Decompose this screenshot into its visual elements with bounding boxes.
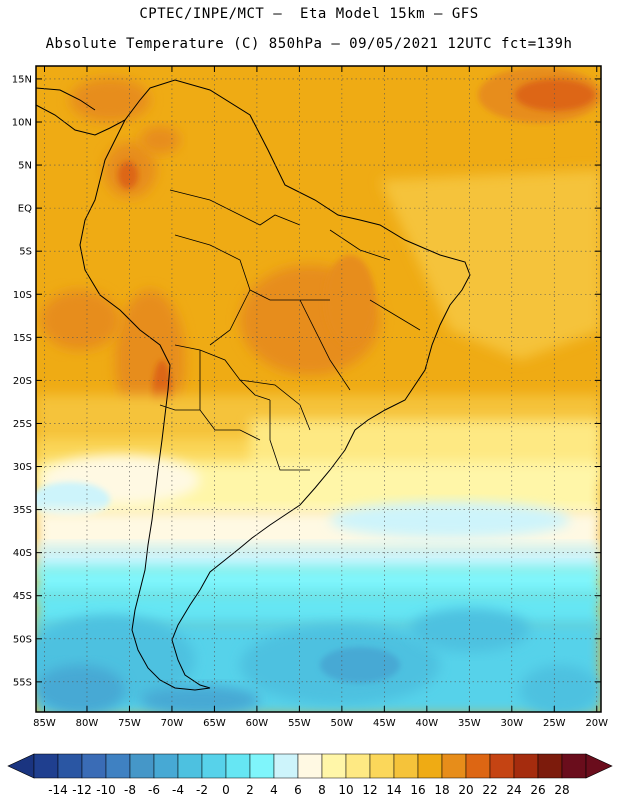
colorbar-swatch — [489, 753, 515, 779]
colorbar-swatch — [81, 753, 107, 779]
lat-label: 5S — [19, 247, 32, 258]
lat-label: 15N — [12, 74, 32, 85]
chart-subtitle: Absolute Temperature (C) 850hPa – 09/05/… — [45, 36, 573, 52]
colorbar-swatch — [33, 753, 59, 779]
lat-label: 30S — [13, 462, 32, 473]
lon-label: 70W — [161, 718, 184, 729]
lat-label: 10S — [13, 290, 32, 301]
colorbar-label: -2 — [196, 783, 208, 797]
colorbar-label: -12 — [72, 783, 92, 797]
colorbar-label: 4 — [270, 783, 278, 797]
longitude-labels: 85W 80W 75W 70W 65W 60W 55W 50W 45W 40W 35W 30W 25W 2… — [33, 718, 608, 729]
lon-label: 60W — [246, 718, 269, 729]
colorbar-label: 2 — [246, 783, 254, 797]
colorbar-label: 16 — [410, 783, 426, 797]
lon-label: 65W — [203, 718, 226, 729]
colorbar-swatch — [513, 753, 539, 779]
colorbar-label: 24 — [506, 783, 522, 797]
colorbar-swatch — [369, 753, 395, 779]
colorbar-swatch — [249, 753, 275, 779]
colorbar-label: -10 — [96, 783, 116, 797]
lat-label: 35S — [13, 505, 32, 516]
lon-label: 40W — [416, 718, 439, 729]
central-america-coastline — [36, 87, 126, 136]
lat-label: EQ — [18, 204, 32, 215]
colorbar-label: -4 — [172, 783, 184, 797]
lon-label: 25W — [543, 718, 566, 729]
colorbar-swatch — [273, 753, 299, 779]
colorbar-swatch — [201, 753, 227, 779]
lat-label: 25S — [13, 419, 32, 430]
lat-label: 5N — [18, 161, 32, 172]
lat-label: 45S — [13, 591, 32, 602]
colorbar-label: 20 — [458, 783, 474, 797]
colorbar-swatch — [105, 753, 131, 779]
temperature-field — [36, 66, 601, 712]
coastlines — [36, 79, 471, 691]
map-frame — [35, 65, 602, 713]
colorbar-label: 10 — [338, 783, 354, 797]
colorbar-label: -6 — [148, 783, 160, 797]
colorbar-swatch — [561, 753, 587, 779]
lon-label: 55W — [288, 718, 311, 729]
colorbar-label: 6 — [294, 783, 302, 797]
colorbar-min-arrow — [7, 753, 35, 779]
colorbar-swatch — [537, 753, 563, 779]
colorbar-swatch — [129, 753, 155, 779]
colorbar-swatch — [465, 753, 491, 779]
colorbar-label: 12 — [362, 783, 378, 797]
colorbar-swatch — [393, 753, 419, 779]
lat-label: 55S — [13, 677, 32, 688]
colorbar-swatch — [225, 753, 251, 779]
lat-label: 15S — [13, 333, 32, 344]
colorbar-swatch — [153, 753, 179, 779]
colorbar-max-arrow — [585, 753, 613, 779]
colorbar-swatch — [417, 753, 443, 779]
country-borders — [159, 189, 421, 471]
lon-label: 35W — [458, 718, 481, 729]
axis-ticks — [36, 66, 601, 712]
colorbar-label: 14 — [386, 783, 402, 797]
colorbar-swatch — [321, 753, 347, 779]
colorbar-label: 28 — [554, 783, 570, 797]
colorbar-label: 26 — [530, 783, 546, 797]
colorbar-label: -14 — [48, 783, 68, 797]
lon-label: 80W — [76, 718, 99, 729]
colorbar-swatch — [177, 753, 203, 779]
colorbar-label: -8 — [124, 783, 136, 797]
lat-label: 10N — [12, 117, 32, 128]
lon-label: 85W — [33, 718, 56, 729]
lon-label: 45W — [373, 718, 396, 729]
colorbar-swatch — [345, 753, 371, 779]
latitude-labels: 15N 10N 5N EQ 5S 10S 15S 20S 25S 30S 35S 40S 45S 50S 5… — [12, 74, 32, 688]
chart-title: CPTEC/INPE/MCT – Eta Model 15km – GFS — [139, 6, 479, 22]
colorbar-swatch — [441, 753, 467, 779]
colorbar-swatch — [57, 753, 83, 779]
colorbar-swatch — [297, 753, 323, 779]
south-america-coastline — [79, 79, 471, 691]
colorbar-label: 8 — [318, 783, 326, 797]
lon-label: 20W — [585, 718, 608, 729]
lon-label: 30W — [500, 718, 523, 729]
colorbar-label: 22 — [482, 783, 498, 797]
lat-label: 50S — [13, 634, 32, 645]
lat-label: 40S — [13, 548, 32, 559]
lat-label: 20S — [13, 376, 32, 387]
lon-label: 50W — [331, 718, 354, 729]
lon-label: 75W — [118, 718, 141, 729]
colorbar-label: 18 — [434, 783, 450, 797]
colorbar — [7, 753, 613, 779]
colorbar-label: 0 — [222, 783, 230, 797]
